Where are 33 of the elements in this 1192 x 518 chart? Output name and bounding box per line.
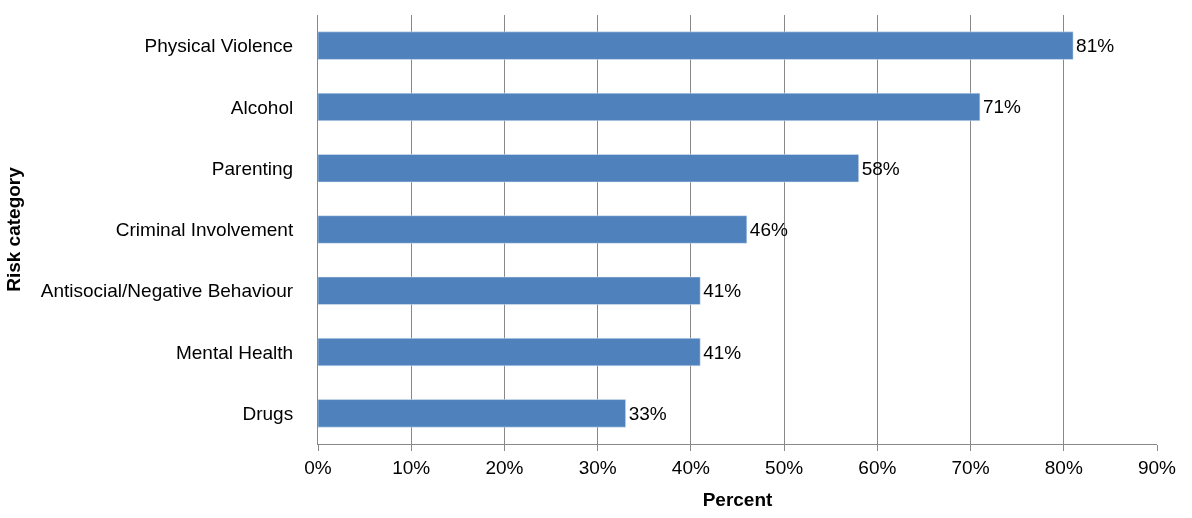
- bar: [318, 31, 1074, 60]
- data-label: 46%: [749, 219, 788, 240]
- data-label: 71%: [982, 96, 1022, 118]
- y-tick-label: Parenting: [211, 157, 294, 179]
- y-tick-label: Criminal Involvement: [115, 219, 294, 241]
- x-tick-label: 80%: [1044, 456, 1083, 478]
- data-label: 41%: [703, 280, 742, 302]
- y-tick-label: Drugs: [242, 403, 294, 425]
- data-label: 81%: [1076, 35, 1115, 57]
- x-tick-label: 50%: [765, 456, 804, 478]
- x-tick-label: 70%: [951, 456, 990, 478]
- data-label: 41%: [703, 341, 742, 363]
- x-tick-label: 20%: [485, 456, 524, 478]
- bar: [318, 92, 981, 121]
- bar: [318, 399, 626, 428]
- bar: [318, 215, 748, 244]
- bar: [318, 276, 701, 305]
- x-tick-label: 40%: [671, 456, 711, 478]
- y-tick-label: Physical Violence: [144, 35, 294, 57]
- x-tick-label: 10%: [392, 456, 431, 478]
- x-tick-label: 60%: [858, 456, 897, 478]
- data-label: 33%: [628, 402, 667, 424]
- data-label: 58%: [861, 157, 900, 179]
- y-tick-label: Alcohol: [230, 96, 294, 118]
- x-tick-label: 30%: [578, 456, 617, 478]
- y-tick-label: Mental Health: [175, 341, 294, 363]
- y-tick-label: Antisocial/Negative Behaviour: [40, 280, 294, 302]
- x-axis-title: Percent: [702, 488, 774, 510]
- x-tick-label: 0%: [304, 456, 332, 478]
- y-axis-title: Risk category: [2, 166, 24, 292]
- x-tick-label: 90%: [1137, 456, 1177, 478]
- bar: [318, 338, 701, 367]
- bar: [318, 154, 859, 183]
